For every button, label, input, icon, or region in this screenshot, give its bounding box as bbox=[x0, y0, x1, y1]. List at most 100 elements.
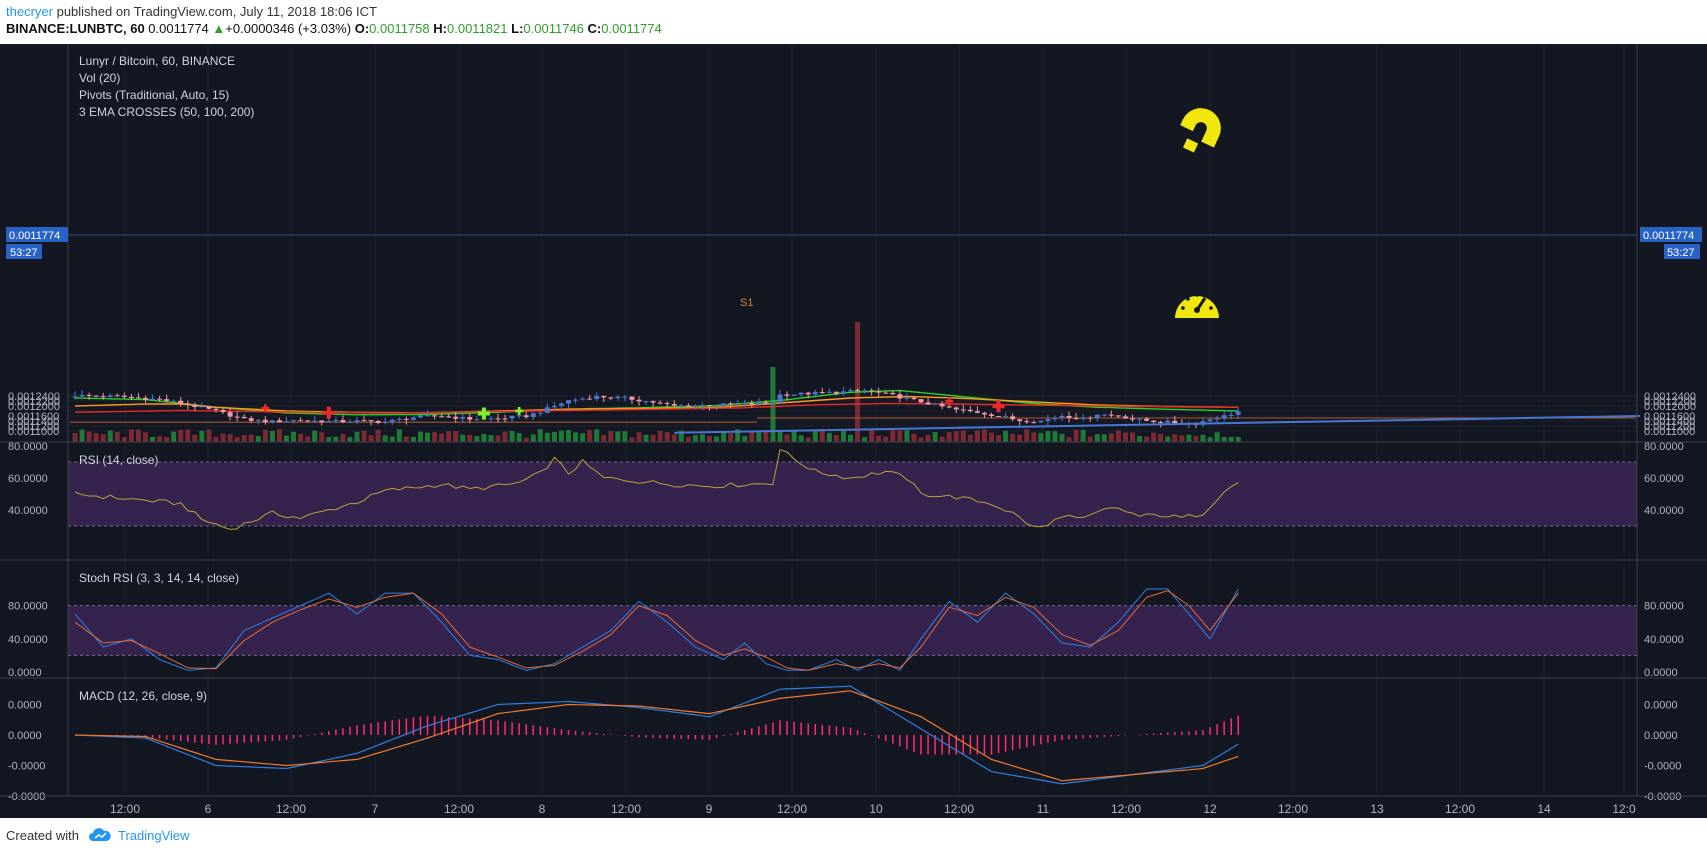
volume-bar bbox=[967, 434, 973, 442]
volume-bar bbox=[1094, 434, 1100, 442]
price-tick-right: 0.0011400 bbox=[1644, 416, 1695, 428]
volume-bar bbox=[728, 433, 734, 442]
volume-bar bbox=[100, 434, 106, 442]
volume-bar bbox=[523, 437, 529, 442]
candle-body bbox=[1059, 415, 1065, 418]
rsi-tick-left: 80.0000 bbox=[8, 441, 48, 453]
candle-body bbox=[601, 395, 607, 398]
time-tick: 12:00 bbox=[1111, 802, 1141, 816]
candle-body bbox=[135, 397, 141, 399]
volume-bar bbox=[650, 434, 656, 442]
candle-body bbox=[819, 391, 825, 393]
volume-bar bbox=[361, 430, 367, 442]
time-tick: 12:00 bbox=[611, 802, 641, 816]
volume-bar bbox=[375, 429, 381, 442]
volume-bar bbox=[664, 432, 670, 442]
candle-body bbox=[1158, 421, 1164, 423]
candle-body bbox=[1235, 411, 1241, 415]
symbol-label[interactable]: BINANCE:LUNBTC, 60 bbox=[6, 21, 145, 36]
author-link[interactable]: thecryer bbox=[6, 4, 53, 19]
publish-line: thecryer published on TradingView.com, J… bbox=[6, 4, 377, 19]
volume-bar bbox=[671, 434, 677, 442]
volume-bar bbox=[756, 432, 762, 442]
candle-body bbox=[1045, 419, 1051, 421]
legend-pivots: Pivots (Traditional, Auto, 15) bbox=[79, 88, 229, 102]
volume-bar bbox=[107, 430, 113, 442]
candle-body bbox=[657, 402, 663, 404]
candle-body bbox=[622, 396, 628, 398]
open-value: 0.0011758 bbox=[369, 21, 430, 36]
volume-bar bbox=[1186, 434, 1192, 442]
volume-bar bbox=[319, 432, 325, 442]
rsi-title: RSI (14, close) bbox=[79, 453, 158, 467]
candle-body bbox=[128, 396, 134, 398]
candle-body bbox=[1080, 417, 1086, 420]
candle-body bbox=[509, 415, 515, 419]
candle-body bbox=[685, 405, 691, 407]
volume-bar bbox=[763, 431, 769, 442]
volume-bar bbox=[643, 434, 649, 442]
candle-body bbox=[664, 402, 670, 404]
volume-bar bbox=[1130, 432, 1135, 442]
volume-bar bbox=[1115, 430, 1121, 442]
price-tick-right: 0.0011000 bbox=[1644, 426, 1695, 438]
low-label: L: bbox=[511, 21, 524, 36]
stoch-tick-left: 40.0000 bbox=[8, 634, 48, 646]
volume-bar bbox=[1158, 433, 1164, 442]
volume-bar bbox=[1024, 429, 1030, 442]
candle-body bbox=[121, 395, 127, 397]
volume-bar bbox=[566, 429, 571, 442]
volume-bar bbox=[714, 436, 720, 442]
candle-body bbox=[869, 390, 875, 392]
volume-bar bbox=[636, 432, 642, 442]
time-tick: 11 bbox=[1037, 802, 1050, 816]
volume-bar bbox=[897, 430, 903, 442]
candle-body bbox=[241, 416, 247, 419]
volume-bar bbox=[150, 436, 156, 442]
stoch-tick-right: 40.0000 bbox=[1644, 634, 1684, 646]
candle-body bbox=[1108, 414, 1114, 416]
candle-body bbox=[319, 420, 325, 423]
candle-body bbox=[1228, 414, 1234, 416]
volume-bar bbox=[460, 434, 466, 442]
volume-bar bbox=[1165, 436, 1171, 442]
macd-tick-left: -0.0000 bbox=[8, 761, 45, 773]
volume-bar bbox=[333, 436, 339, 442]
candle-body bbox=[305, 420, 311, 422]
candle-body bbox=[1207, 419, 1213, 422]
volume-bar bbox=[241, 434, 247, 442]
candle-body bbox=[86, 394, 92, 396]
candle-body bbox=[925, 402, 931, 405]
candle-body bbox=[558, 403, 564, 406]
candle-body bbox=[981, 412, 987, 415]
volume-bar bbox=[685, 436, 691, 442]
candle-body bbox=[932, 403, 938, 405]
candle-body bbox=[460, 417, 466, 419]
candle-body bbox=[777, 394, 783, 403]
volume-bar bbox=[996, 435, 1002, 442]
ema-lines bbox=[74, 389, 1239, 416]
volume-bar bbox=[326, 437, 332, 442]
candle-body bbox=[1066, 415, 1072, 418]
volume-bar bbox=[269, 430, 275, 442]
candle-body bbox=[114, 395, 120, 397]
volume-bar bbox=[826, 432, 832, 442]
candle-body bbox=[1073, 417, 1079, 420]
price-tick-right: 0.0012000 bbox=[1644, 401, 1696, 413]
candle-body bbox=[573, 399, 579, 401]
time-tick: 7 bbox=[372, 802, 379, 816]
volume-bar bbox=[594, 429, 600, 442]
price-tick-right: 0.0012200 bbox=[1644, 396, 1696, 408]
support-trend-line bbox=[674, 415, 1641, 434]
volume-bar bbox=[580, 433, 586, 442]
candle-body bbox=[107, 395, 113, 397]
candle-body bbox=[826, 391, 832, 393]
trend-line[interactable] bbox=[674, 415, 1641, 434]
candle-body bbox=[382, 422, 388, 424]
candle-body bbox=[1144, 418, 1150, 421]
tradingview-link[interactable]: TradingView bbox=[118, 828, 190, 843]
candle-body bbox=[714, 405, 720, 407]
price-tick-right: 0.0012400 bbox=[1644, 391, 1696, 403]
candle-body bbox=[551, 405, 557, 408]
